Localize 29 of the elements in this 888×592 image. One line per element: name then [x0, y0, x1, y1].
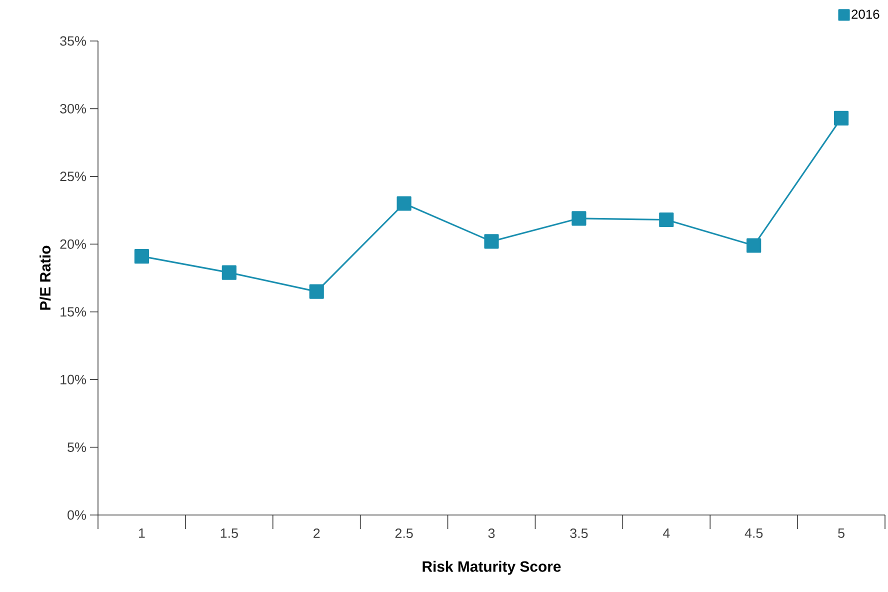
y-tick-label: 20% — [60, 239, 86, 249]
point — [396, 196, 412, 211]
point — [222, 265, 236, 280]
y-tick-label: 5% — [68, 442, 86, 452]
y-tick-label: 15% — [60, 307, 86, 317]
y-tick-label: 25% — [60, 172, 86, 182]
point — [834, 110, 849, 126]
x-tick-label: 3 — [488, 528, 495, 538]
point — [484, 234, 499, 249]
point — [309, 284, 324, 299]
x-axis-title: Risk Maturity Score — [422, 560, 561, 575]
x-tick-label: 4.5 — [744, 528, 763, 538]
point — [659, 212, 674, 228]
x-tick-label: 4 — [662, 528, 670, 538]
y-tick-label: 10% — [60, 374, 86, 384]
y-tick-label: 35% — [60, 36, 86, 46]
x-tick-label: 2.5 — [395, 528, 413, 538]
x-tick-label: 2 — [314, 528, 320, 538]
x-tick-label: 1.5 — [220, 528, 238, 538]
point — [746, 238, 762, 253]
y-axis-title: P/E Ratio — [40, 246, 51, 310]
legend-label: 2016 — [852, 10, 880, 19]
y-tick-label: 30% — [60, 104, 86, 114]
y-tick-label: 0% — [68, 510, 86, 520]
x-tick-label: 5 — [838, 528, 844, 538]
point — [572, 211, 586, 226]
x-tick-label: 3.5 — [570, 528, 588, 538]
point — [134, 249, 150, 264]
x-tick-label: 1 — [139, 528, 145, 538]
